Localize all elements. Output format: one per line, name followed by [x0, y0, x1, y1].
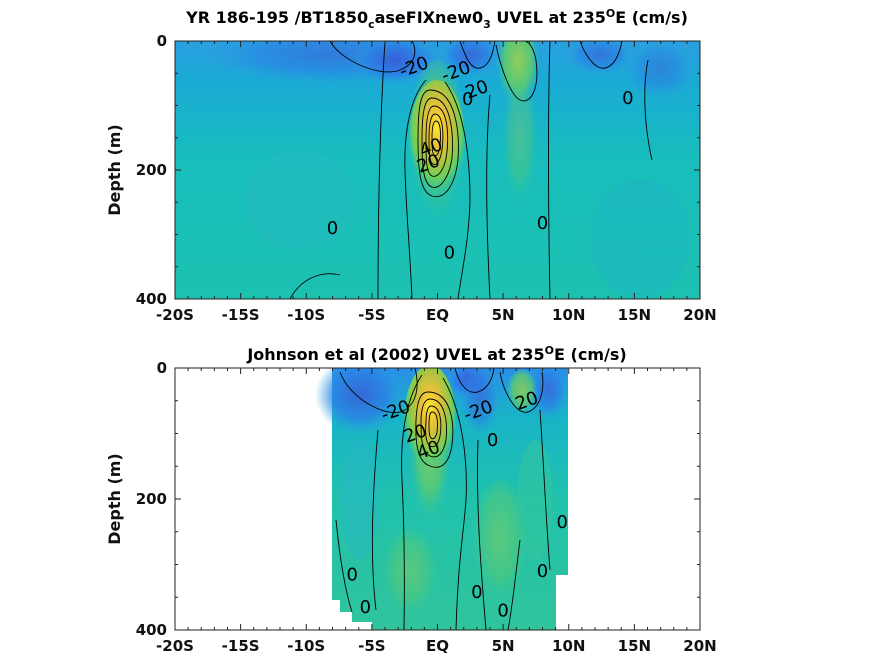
- panel-top-x-tick-label: -5S: [358, 306, 385, 324]
- panel-top-title: YR 186-195 /BT1850caseFIXnew03 UVEL at 2…: [185, 7, 688, 31]
- panel-top-x-tick-label: 20N: [683, 306, 716, 324]
- panel-top-contour-label: 0: [462, 89, 473, 110]
- panel-top-contour-label: 0: [327, 218, 338, 239]
- panel-bottom-y-tick-label: 400: [136, 621, 167, 639]
- panel-top-x-tick-label: EQ: [426, 306, 449, 324]
- panel-bottom-y-tick-label: 200: [136, 490, 167, 508]
- panel-top-x-tick-label: 15N: [618, 306, 651, 324]
- panel-top-contours: [289, 41, 653, 299]
- panel-bottom-contours: [335, 368, 551, 630]
- panel-bottom-x-tick-label: 15N: [618, 637, 651, 655]
- panel-top-contour-label: 0: [537, 213, 548, 234]
- panel-bottom-x-tick-label: -20S: [156, 637, 194, 655]
- panel-top-contour-label: 0: [622, 88, 633, 109]
- panel-bottom-x-tick-label: EQ: [426, 637, 449, 655]
- panel-bottom-contour-label: 0: [537, 561, 548, 582]
- panel-bottom-x-tick-label: -10S: [287, 637, 325, 655]
- panel-bottom-contour-label: 0: [497, 600, 508, 621]
- panel-top-y-tick-label: 0: [157, 32, 167, 50]
- panel-bottom-x-tick-label: -5S: [358, 637, 385, 655]
- panel-top-y-tick-label: 200: [136, 161, 167, 179]
- panel-top-y-tick-label: 400: [136, 290, 167, 308]
- panel-top-x-tick-label: -15S: [222, 306, 260, 324]
- panel-bottom: Johnson et al (2002) UVEL at 235OE (cm/s…: [105, 344, 717, 655]
- panel-bottom-title: Johnson et al (2002) UVEL at 235OE (cm/s…: [246, 344, 626, 364]
- panel-bottom-x-tick-label: 10N: [552, 637, 585, 655]
- panel-top-x-tick-label: 5N: [492, 306, 515, 324]
- panel-bottom-x-ticks: -20S -15S -10S -5S EQ 5N 10N 15N 20N: [156, 368, 717, 655]
- panel-bottom-ylabel: Depth (m): [105, 453, 124, 545]
- panel-bottom-contour-label: 0: [471, 582, 482, 603]
- panel-bottom-x-tick-label: 20N: [683, 637, 716, 655]
- panel-top-contour-label: 0: [444, 243, 455, 264]
- panel-top: YR 186-195 /BT1850caseFIXnew03 UVEL at 2…: [105, 7, 717, 324]
- panel-bottom-y-ticks: 0 200 400: [136, 359, 700, 639]
- panel-bottom-contour-label: 0: [360, 597, 371, 618]
- panel-bottom-contour-label: 0: [556, 512, 567, 533]
- panel-bottom-contour-label: 0: [346, 564, 357, 585]
- panel-top-x-tick-label: -20S: [156, 306, 194, 324]
- panel-bottom-x-tick-label: -15S: [222, 637, 260, 655]
- panel-top-ylabel: Depth (m): [105, 124, 124, 216]
- panel-top-x-tick-label: -10S: [287, 306, 325, 324]
- panel-top-x-tick-label: 10N: [552, 306, 585, 324]
- panel-top-y-ticks: 0 200 400: [136, 32, 700, 308]
- panel-top-x-ticks: -20S -15S -10S -5S EQ 5N 10N 15N 20N: [156, 41, 717, 324]
- panel-bottom-field: [175, 368, 568, 630]
- panel-bottom-contour-label: 0: [487, 430, 498, 451]
- panel-bottom-y-tick-label: 0: [157, 359, 167, 377]
- panel-bottom-x-tick-label: 5N: [492, 637, 515, 655]
